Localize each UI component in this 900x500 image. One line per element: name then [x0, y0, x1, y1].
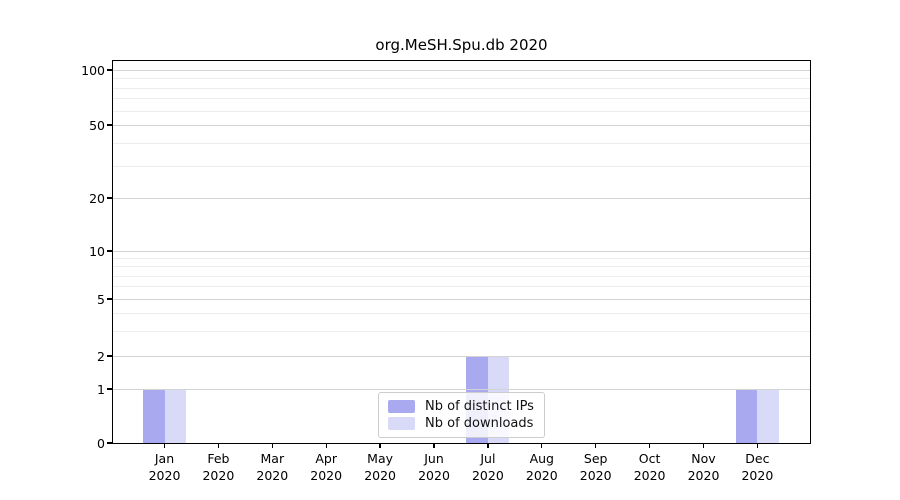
y-axis-tick [107, 197, 112, 199]
x-axis-tick-label: Jul 2020 [471, 451, 504, 483]
y-axis-tick-label: 2 [97, 348, 105, 364]
gridline-minor [113, 78, 810, 80]
chart-title: org.MeSH.Spu.db 2020 [375, 36, 548, 54]
gridline-major [113, 251, 810, 252]
gridline-minor [113, 312, 810, 314]
gridline-minor [113, 266, 810, 268]
gridline-major [113, 356, 810, 357]
gridline-minor [113, 98, 810, 100]
x-axis-tick [217, 443, 220, 448]
x-axis-tick-label: Oct 2020 [633, 451, 666, 483]
gridline-minor [113, 258, 810, 260]
y-axis-tick [107, 442, 112, 444]
gridline-minor [113, 286, 810, 288]
bar-distinct-ips [143, 389, 165, 443]
y-axis-tick [107, 388, 112, 390]
gridline-major [113, 389, 810, 390]
y-axis-tick-label: 50 [89, 117, 105, 133]
y-axis-tick-label: 0 [97, 435, 105, 451]
x-axis-tick-label: Nov 2020 [687, 451, 720, 483]
gridline-minor [113, 165, 810, 167]
gridline-major [113, 70, 810, 71]
y-axis-tick [107, 124, 112, 126]
gridline-minor [113, 87, 810, 89]
legend: Nb of distinct IPs Nb of downloads [378, 392, 545, 438]
bar-distinct-ips [735, 389, 758, 443]
x-axis-tick [541, 443, 543, 448]
x-axis-tick-label: Mar 2020 [256, 451, 289, 483]
x-axis-tick-label: Sep 2020 [579, 451, 612, 483]
x-axis-tick [433, 443, 435, 448]
x-axis-tick-label: Dec 2020 [741, 451, 774, 483]
gridline-major [113, 299, 810, 300]
y-axis-tick-label: 20 [89, 190, 105, 206]
y-axis-tick [107, 69, 112, 71]
x-axis-tick-label: Jan 2020 [148, 451, 181, 483]
x-axis-tick [648, 443, 651, 448]
legend-swatch-distinct-ips [388, 400, 415, 413]
x-axis-tick-label: Aug 2020 [525, 451, 558, 483]
bar-downloads [757, 389, 779, 443]
bar-downloads [164, 389, 186, 443]
x-axis-tick [595, 443, 597, 448]
x-axis-tick-label: May 2020 [364, 451, 396, 483]
y-axis-tick [107, 250, 112, 252]
y-axis-tick-label: 10 [89, 243, 105, 259]
x-axis-tick [702, 443, 705, 448]
x-axis-tick-label: Apr 2020 [310, 451, 343, 483]
legend-label: Nb of downloads [425, 416, 534, 431]
x-axis-tick [325, 443, 327, 448]
legend-row: Nb of downloads [388, 415, 534, 432]
x-axis-tick-label: Feb 2020 [202, 451, 235, 483]
y-axis-tick-label: 1 [97, 381, 105, 397]
x-axis-tick [163, 443, 166, 448]
x-axis-tick-label: Jun 2020 [418, 451, 450, 483]
legend-swatch-downloads [388, 417, 415, 430]
y-axis-tick [107, 355, 112, 357]
x-axis-tick [487, 443, 489, 448]
plot-area: 0 1 2 5 10 20 50 100 Jan 2020 Feb 2020 Mar 2020 Apr… [81, 60, 811, 483]
legend-row: Nb of distinct IPs [388, 398, 534, 415]
y-axis-tick-label: 100 [81, 62, 105, 78]
gridline-major [113, 125, 810, 126]
x-axis-tick [271, 443, 273, 448]
gridline-minor [113, 275, 810, 277]
x-axis-tick [379, 443, 381, 448]
gridline-major [113, 198, 810, 199]
x-axis-tick [756, 443, 759, 448]
gridline-minor [113, 330, 810, 332]
y-axis-tick-label: 5 [97, 291, 105, 307]
legend-label: Nb of distinct IPs [425, 399, 534, 414]
gridline-minor [113, 110, 810, 112]
y-axis-tick [107, 298, 112, 300]
gridline-minor [113, 142, 810, 144]
